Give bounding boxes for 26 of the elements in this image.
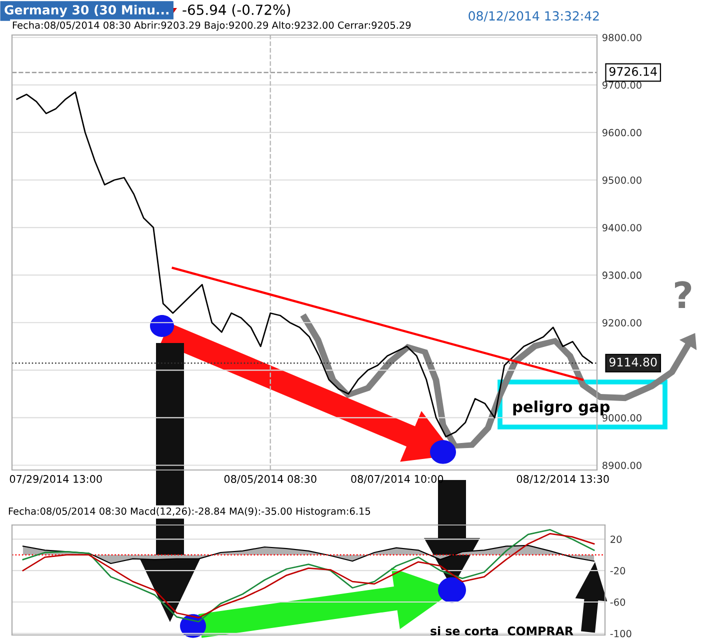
text: ? (675, 281, 692, 308)
text: -65.94 (-0.72%) (182, 4, 290, 17)
ref-line-label: 9114.80 (609, 358, 657, 367)
chart-subtitle: Fecha:08/05/2014 08:30 Abrir:9203.29 Bajo:9200.29 Alto:9232.00 Cerrar:9205.29 (12, 21, 411, 31)
text: 08/12/2014 13:32:42 (468, 11, 599, 22)
y-tick-label: -100 (610, 630, 632, 638)
y-tick-label: 8900.00 (602, 462, 642, 470)
y-tick-label: 9000.00 (602, 414, 642, 422)
ref-line-label: 9726.14 (609, 66, 657, 76)
y-tick-label: -60 (610, 598, 626, 606)
chart-subtitle: Fecha:08/05/2014 08:30 Macd(12,26):-28.84 MA(9):-35.00 Histogram:6.15 (8, 507, 370, 517)
annotation: si se corta COMPRAR (430, 626, 574, 636)
y-tick-label: -20 (610, 567, 626, 574)
y-tick-label: 9600.00 (602, 128, 642, 136)
y-tick-label: 9800.00 (602, 34, 642, 42)
x-tick-label: 07/29/2014 13:00 (10, 475, 102, 484)
annotation: peligro gap (513, 400, 610, 416)
y-tick-label: 20 (610, 536, 622, 543)
x-tick-label: 08/12/2014 13:30 (516, 475, 609, 484)
y-tick-label: 9500.00 (602, 176, 642, 184)
y-tick-label: 9200.00 (602, 319, 642, 326)
y-tick-label: 9400.00 (602, 224, 642, 232)
y-tick-label: 9300.00 (602, 272, 642, 279)
chart-title: Germany 30 (30 Minu... (4, 4, 168, 18)
x-tick-label: 08/05/2014 08:30 (224, 475, 316, 484)
y-tick-label: 9700.00 (602, 81, 642, 89)
